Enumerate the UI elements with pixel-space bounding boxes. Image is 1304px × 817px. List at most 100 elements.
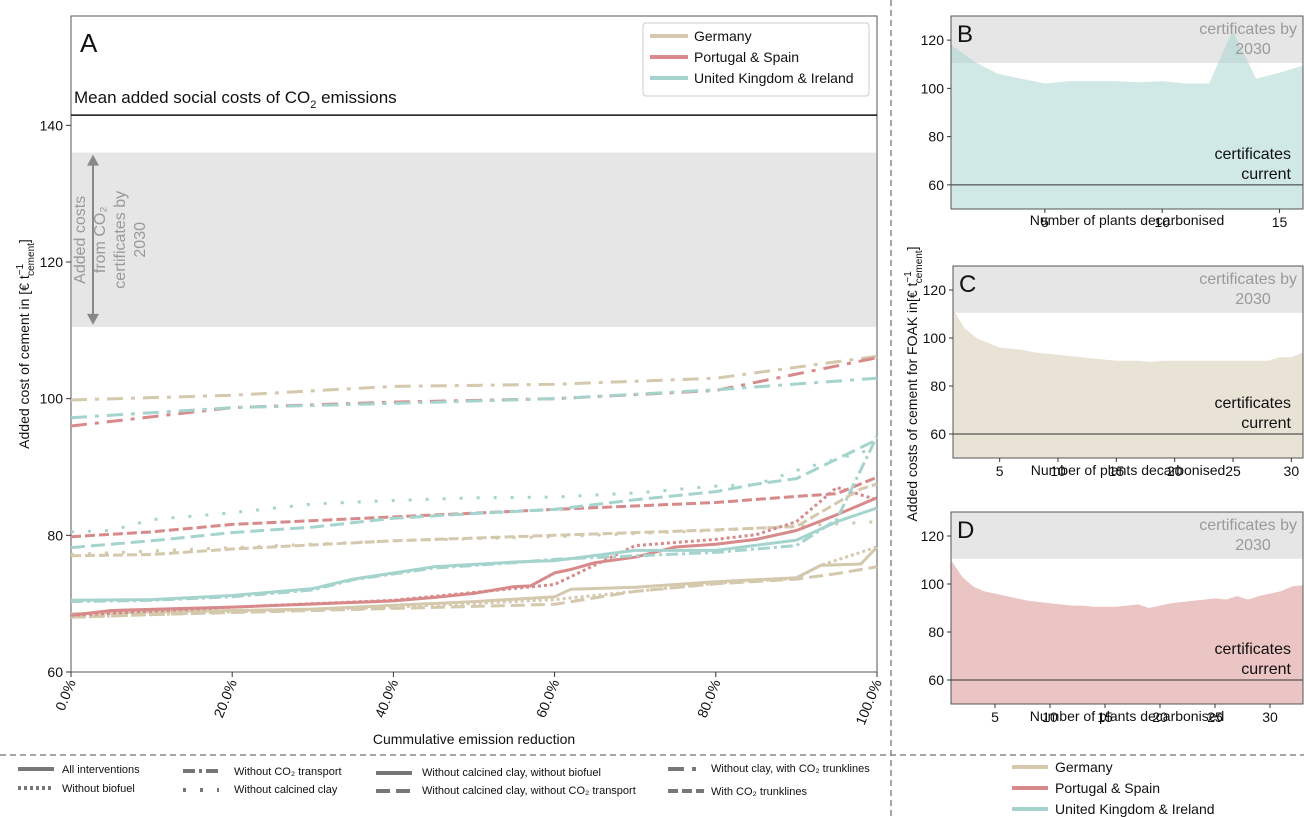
x-axis-label: Number of plants decarbonised <box>1031 462 1226 478</box>
band-arrow-label-line: Added costs <box>72 196 89 284</box>
cert-current-label: certificates <box>1215 146 1291 163</box>
region-legend: Germany Portugal & Spain United Kingdom … <box>1012 759 1215 817</box>
panel-d: 60 80 100 120 5 10 15 20 25 30 Number of plants de… <box>921 511 1304 725</box>
y-tick-label: 80 <box>928 624 944 640</box>
cert-band <box>953 266 1303 313</box>
series-line <box>70 565 878 619</box>
series-line <box>70 438 878 550</box>
panel-a-xlabel: Cummulative emission reduction <box>373 731 575 747</box>
ls-label-no-clay: Without calcined clay <box>234 784 338 796</box>
y-tick-label: 80 <box>47 527 63 543</box>
band-arrow-label-line: from CO₂ <box>92 206 109 273</box>
series-line <box>70 545 879 616</box>
x-tick-label: 30 <box>1284 463 1300 479</box>
band-arrow-label: Added costs from CO₂ certificates by 2030 <box>72 191 149 289</box>
linestyle-legend: All interventions Without biofuel Withou… <box>18 763 870 798</box>
series-line <box>70 486 878 617</box>
series-line <box>70 354 878 402</box>
y-tick-label: 80 <box>930 378 946 394</box>
panel-letter: B <box>957 21 973 48</box>
y-tick-label: 100 <box>923 330 947 346</box>
band-arrow-label-line: certificates by <box>112 191 129 289</box>
panel-a-letter: A <box>80 28 98 58</box>
y-tick-label: 100 <box>40 391 64 407</box>
x-tick-label: 10 <box>1050 463 1066 479</box>
panel-a-legend: Germany Portugal & Spain United Kingdom … <box>642 22 870 97</box>
x-tick-label: 20 <box>1152 709 1168 725</box>
series-line <box>70 475 878 539</box>
x-tick-label: 25 <box>1225 463 1241 479</box>
x-tick-label: 15 <box>1272 214 1288 230</box>
y-tick-label: 140 <box>40 117 64 133</box>
panel-letter: D <box>957 517 974 544</box>
cert-current-label: certificates <box>1215 395 1291 412</box>
ls-label-no-biofuel: Without biofuel <box>62 783 135 795</box>
y-tick-label: 100 <box>921 80 945 96</box>
legend-box <box>642 22 870 97</box>
area-fill <box>953 309 1303 458</box>
y-tick-label: 60 <box>928 672 944 688</box>
cert-2030-label-year: 2030 <box>1235 41 1271 58</box>
panel-frame <box>950 15 1304 210</box>
cert-2030-label: certificates by <box>1199 517 1297 534</box>
x-axis-label: Number of plants decarbonised <box>1030 708 1225 724</box>
x-tick-label: 5 <box>991 709 999 725</box>
ls-label-no-clay-no-biofuel: Without calcined clay, without biofuel <box>422 767 601 779</box>
series-line <box>70 482 878 558</box>
series-line <box>70 506 878 602</box>
cert-band-a <box>72 152 876 327</box>
cert-2030-label-year: 2030 <box>1235 537 1271 554</box>
cert-2030-label: certificates by <box>1199 271 1297 288</box>
band-arrow <box>87 154 99 325</box>
panel-b: 60 80 100 120 5 10 15 Number of plants decarbon… <box>921 15 1304 230</box>
y-tick-label: 120 <box>921 32 945 48</box>
panel-frame <box>952 265 1304 459</box>
y-tick-label: 60 <box>47 664 63 680</box>
x-tick-label: 80.0% <box>694 677 724 720</box>
band-arrow-head-bottom <box>87 313 99 325</box>
cert-current-label: certificates <box>1215 641 1291 658</box>
series-line <box>70 376 878 420</box>
panel-frame <box>950 511 1304 705</box>
y-tick-label: 120 <box>40 254 64 270</box>
x-tick-label: 5 <box>996 463 1004 479</box>
cert-current-label-sub: current <box>1241 661 1291 678</box>
x-tick-label: 10 <box>1042 709 1058 725</box>
panel-letter: C <box>959 271 976 298</box>
y-tick-label: 60 <box>930 426 946 442</box>
cert-current-label-sub: current <box>1241 166 1291 183</box>
x-tick-label: 30 <box>1262 709 1278 725</box>
y-tick-label: 100 <box>921 576 945 592</box>
band-arrow-head-top <box>87 154 99 166</box>
cert-2030-label: certificates by <box>1199 21 1297 38</box>
panel-a: Mean added social costs of CO2 emissions… <box>15 15 885 747</box>
cert-2030-label-year: 2030 <box>1235 291 1271 308</box>
ls-label-all: All interventions <box>62 764 140 776</box>
x-tick-label: 5 <box>1041 214 1049 230</box>
x-tick-label: 25 <box>1207 709 1223 725</box>
ls-label-no-clay-no-co2-transport: Without calcined clay, without CO₂ trans… <box>422 785 636 797</box>
region-label-uk: United Kingdom & Ireland <box>1055 801 1215 817</box>
x-axis-label: Number of plants decarbonised <box>1030 212 1225 228</box>
panel-a-series <box>70 354 879 619</box>
x-tick-label: 100.0% <box>852 677 885 727</box>
area-fill <box>951 560 1303 704</box>
area-fill <box>951 30 1303 209</box>
panel-a-ylabel: Added cost of cement in [€ t−1cement] <box>15 239 37 449</box>
mean-line-label: Mean added social costs of CO2 emissions <box>74 88 397 111</box>
region-label-portugal: Portugal & Spain <box>1055 780 1160 796</box>
series-line <box>70 435 879 604</box>
legend-label-germany: Germany <box>694 28 752 44</box>
x-tick-label: 15 <box>1109 463 1125 479</box>
panel-a-frame <box>70 15 878 673</box>
legend-label-portugal: Portugal & Spain <box>694 49 799 65</box>
y-tick-label: 120 <box>921 528 945 544</box>
y-tick-label: 80 <box>928 129 944 145</box>
x-tick-label: 20 <box>1167 463 1183 479</box>
shared-ylabel: Added costs of cement for FOAK in[€ t−1c… <box>903 247 925 522</box>
x-tick-label: 60.0% <box>533 677 563 720</box>
x-tick-label: 20.0% <box>210 677 240 720</box>
region-label-germany: Germany <box>1055 759 1113 775</box>
series-line <box>70 446 878 534</box>
